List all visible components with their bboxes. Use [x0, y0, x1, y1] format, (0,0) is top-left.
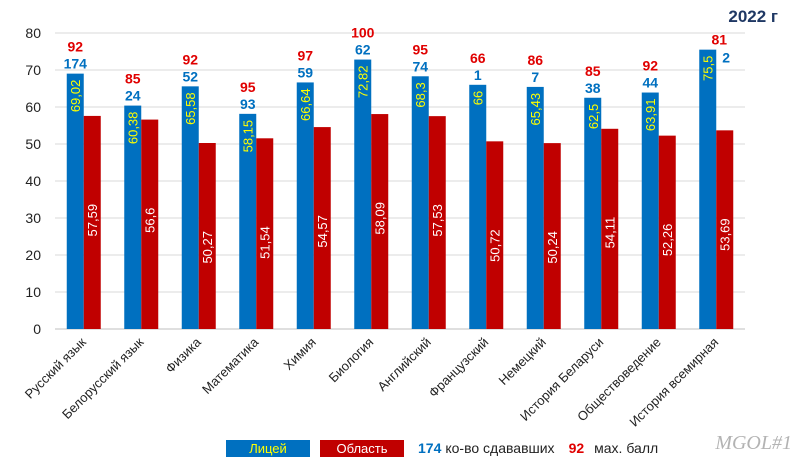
legend-max-number: 92 [568, 440, 585, 456]
data-label-region: 54,11 [603, 217, 618, 249]
data-label-region: 50,27 [200, 231, 215, 264]
chart-legend: Лицей Область 174 ко-во сдававших 92 мах… [226, 438, 658, 458]
data-label-lyceum: 75,5 [701, 56, 716, 81]
y-tick-label: 80 [25, 25, 41, 41]
y-tick-label: 10 [25, 284, 41, 300]
bar-region [198, 143, 216, 329]
y-tick-label: 0 [33, 321, 41, 337]
takers-count-label: 1 [474, 67, 482, 83]
max-score-label: 85 [585, 63, 601, 79]
legend-lyceum: Лицей [226, 439, 310, 457]
bar-lyceum [641, 92, 659, 330]
bar-lyceum [469, 84, 487, 329]
y-tick-label: 50 [25, 136, 41, 152]
x-tick-label: Физика [162, 334, 204, 376]
x-tick-label: Биология [326, 335, 377, 386]
bar-lyceum [181, 86, 199, 329]
x-tick-label: Химия [281, 335, 319, 373]
bar-region [371, 114, 389, 329]
max-score-label: 86 [527, 52, 543, 68]
max-score-label: 85 [125, 71, 141, 87]
bar-lyceum [66, 73, 84, 329]
bar-region [428, 116, 446, 329]
bar-region [313, 127, 331, 329]
data-label-lyceum: 62,5 [586, 104, 601, 129]
takers-count-label: 59 [297, 64, 313, 80]
data-label-lyceum: 65,43 [528, 93, 543, 126]
x-tick-label: Математика [199, 334, 262, 397]
takers-count-label: 52 [182, 68, 198, 84]
chart-title: 2022 г [728, 7, 778, 26]
bar-lyceum [124, 105, 142, 330]
x-tick-label: Немецкий [496, 335, 549, 388]
y-tick-label: 70 [25, 62, 41, 78]
data-label-lyceum: 63,91 [643, 99, 658, 132]
takers-count-label: 7 [531, 69, 539, 85]
y-tick-label: 40 [25, 173, 41, 189]
legend-max-text: мах. балл [594, 440, 659, 456]
bar-region [486, 141, 504, 329]
bar-region [601, 128, 619, 329]
max-score-label: 92 [182, 51, 198, 67]
data-label-lyceum: 60,38 [126, 112, 141, 145]
data-label-lyceum: 66 [471, 91, 486, 105]
max-score-label: 92 [67, 39, 83, 55]
y-tick-label: 20 [25, 247, 41, 263]
data-label-lyceum: 69,02 [68, 80, 83, 113]
data-label-region: 58,09 [373, 202, 388, 235]
bar-region [141, 119, 159, 329]
max-score-label: 95 [412, 41, 428, 57]
takers-count-label: 24 [125, 88, 141, 104]
watermark: MGOL#1 [715, 432, 792, 454]
bar-lyceum [296, 82, 314, 329]
max-score-label: 95 [240, 79, 256, 95]
bar-lyceum [699, 49, 717, 330]
bar-lyceum [411, 76, 429, 329]
takers-count-label: 93 [240, 96, 256, 112]
y-tick-label: 60 [25, 99, 41, 115]
bar-region [256, 138, 274, 329]
legend-region: Область [320, 439, 404, 457]
bar-region [716, 130, 734, 329]
data-label-region: 57,53 [430, 204, 445, 237]
bar-region [83, 115, 101, 330]
data-label-region: 53,69 [718, 218, 733, 251]
data-label-region: 50,24 [545, 231, 560, 264]
bar-lyceum [354, 59, 372, 329]
legend-takers-text: ко-во сдававших [445, 440, 555, 456]
bar-lyceum [526, 86, 544, 329]
max-score-label: 66 [470, 50, 486, 66]
bar-lyceum [584, 97, 602, 329]
data-label-lyceum: 58,15 [241, 120, 256, 153]
bar-lyceum [239, 113, 257, 329]
x-tick-label: Английский [374, 335, 433, 394]
data-label-lyceum: 72,82 [356, 66, 371, 99]
max-score-label: 97 [297, 47, 313, 63]
x-tick-label: Французский [426, 335, 492, 401]
takers-count-label: 44 [642, 75, 658, 91]
data-label-lyceum: 66,64 [298, 88, 313, 121]
data-label-lyceum: 65,58 [183, 92, 198, 125]
data-label-region: 50,72 [488, 229, 503, 262]
data-label-lyceum: 68,3 [413, 82, 428, 107]
bar-region [543, 143, 561, 329]
takers-count-label: 174 [64, 56, 88, 72]
y-tick-label: 30 [25, 210, 41, 226]
data-label-region: 57,59 [85, 204, 100, 237]
max-score-label: 92 [642, 58, 658, 74]
takers-count-label: 62 [355, 42, 371, 58]
takers-count-label: 74 [412, 58, 428, 74]
legend-takers-number: 174 [418, 440, 442, 456]
data-label-region: 54,57 [315, 215, 330, 248]
takers-count-label: 38 [585, 80, 601, 96]
max-score-label: 100 [351, 25, 375, 41]
data-label-region: 56,6 [143, 208, 158, 233]
takers-count-label: 2 [722, 50, 730, 66]
data-label-region: 51,54 [258, 226, 273, 259]
bar-region [658, 135, 676, 329]
data-label-region: 52,26 [660, 224, 675, 257]
max-score-label: 81 [711, 32, 727, 48]
